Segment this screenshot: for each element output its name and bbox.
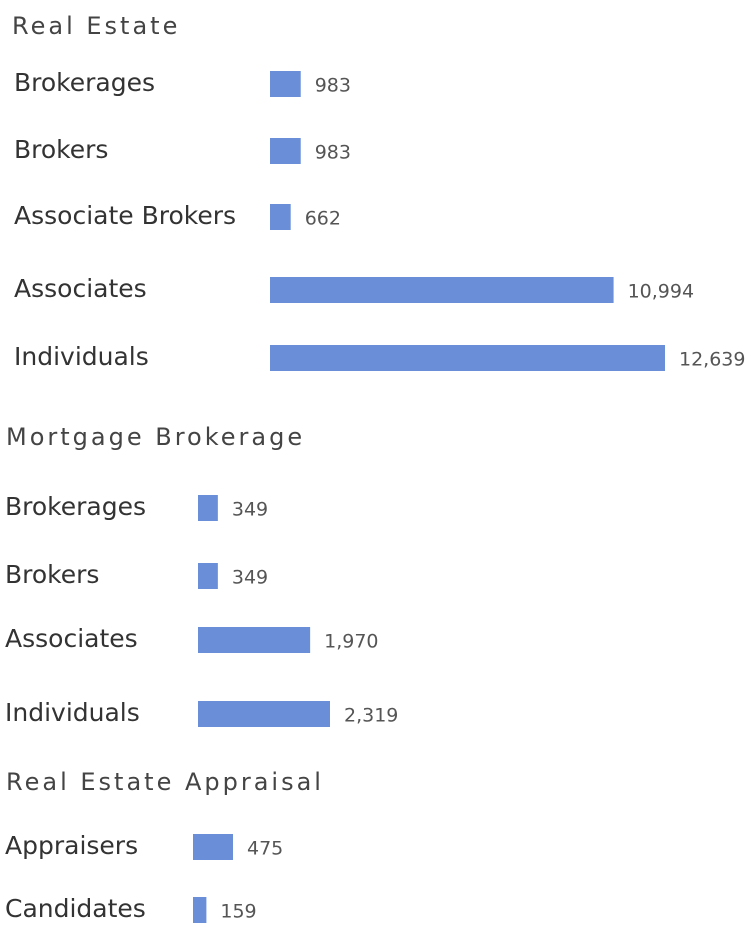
value-label: 159 <box>220 901 256 923</box>
value-label: 475 <box>247 838 283 860</box>
value-label: 349 <box>232 567 268 589</box>
value-label: 662 <box>305 208 341 230</box>
bar <box>198 495 218 521</box>
category-label: Associates <box>14 274 147 303</box>
value-label: 2,319 <box>344 705 398 727</box>
section-title: Real Estate <box>12 12 180 40</box>
category-label: Brokers <box>5 560 99 589</box>
category-label: Candidates <box>5 894 146 923</box>
category-label: Appraisers <box>5 831 138 860</box>
bar <box>198 627 311 653</box>
bar <box>270 138 301 164</box>
category-label: Associates <box>5 624 138 653</box>
bar <box>270 204 291 230</box>
category-label: Brokerages <box>5 492 146 521</box>
bar <box>270 71 301 97</box>
section-title: Mortgage Brokerage <box>6 423 305 451</box>
value-label: 1,970 <box>324 631 378 653</box>
bar <box>270 345 665 371</box>
category-label: Individuals <box>14 342 149 371</box>
bar <box>193 897 207 923</box>
value-label: 10,994 <box>628 281 694 303</box>
bar <box>198 701 330 727</box>
category-label: Associate Brokers <box>14 201 236 230</box>
bar <box>270 277 614 303</box>
bar <box>198 563 218 589</box>
bar <box>193 834 233 860</box>
value-label: 349 <box>232 499 268 521</box>
value-label: 983 <box>315 142 351 164</box>
section-title: Real Estate Appraisal <box>6 768 324 796</box>
category-label: Individuals <box>5 698 140 727</box>
value-label: 12,639 <box>679 349 745 371</box>
category-label: Brokers <box>14 135 108 164</box>
value-label: 983 <box>315 75 351 97</box>
category-label: Brokerages <box>14 68 155 97</box>
